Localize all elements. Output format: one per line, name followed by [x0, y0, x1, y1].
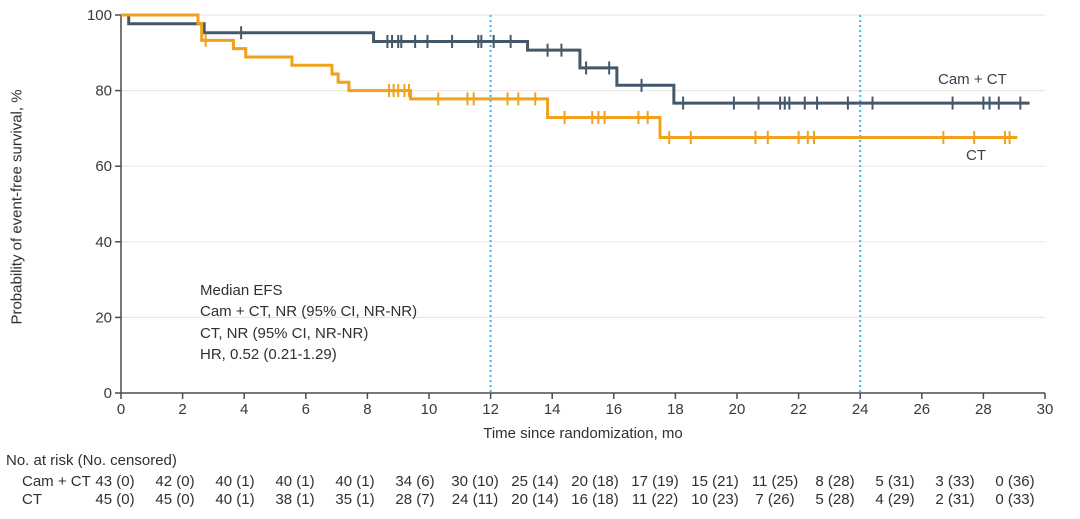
median-efs-annotation: Median EFS Cam + CT, NR (95% CI, NR-NR) CT…: [200, 280, 417, 365]
x-tick-label: 20: [729, 401, 746, 418]
risk-table-header: No. at risk (No. censored): [6, 452, 177, 469]
risk-cell: 5 (31): [875, 473, 915, 490]
y-tick-label: 0: [104, 385, 112, 402]
y-axis-title: Probability of event-free survival, %: [8, 89, 26, 325]
risk-cell: 34 (6): [395, 473, 435, 490]
risk-cell: 10 (23): [691, 491, 739, 508]
risk-cell: 16 (18): [571, 491, 619, 508]
risk-cell: 45 (0): [95, 491, 135, 508]
y-tick-label: 100: [87, 7, 112, 24]
risk-cell: 42 (0): [155, 473, 195, 490]
risk-cell: 40 (1): [215, 491, 255, 508]
x-tick-label: 24: [852, 401, 869, 418]
risk-cell: 2 (31): [935, 491, 975, 508]
risk-row-label: CT: [22, 491, 42, 508]
risk-cell: 15 (21): [691, 473, 739, 490]
y-tick-label: 60: [95, 158, 112, 175]
risk-cell: 4 (29): [875, 491, 915, 508]
x-tick-label: 4: [240, 401, 248, 418]
risk-cell: 40 (1): [335, 473, 375, 490]
risk-cell: 30 (10): [451, 473, 499, 490]
risk-cell: 38 (1): [275, 491, 315, 508]
x-tick-label: 8: [363, 401, 371, 418]
risk-cell: 8 (28): [815, 473, 855, 490]
risk-cell: 3 (33): [935, 473, 975, 490]
survival-curve-ct: [121, 13, 1018, 139]
annotation-line: HR, 0.52 (0.21-1.29): [200, 345, 337, 363]
y-tick-label: 40: [95, 234, 112, 251]
annotation-line: CT, NR (95% CI, NR-NR): [200, 324, 369, 342]
risk-row-cells: 45 (0) 45 (0) 40 (1) 38 (1) 35 (1) 28 (7) 24 (…: [85, 491, 1045, 508]
risk-cell: 40 (1): [275, 473, 315, 490]
risk-cell: 43 (0): [95, 473, 135, 490]
x-tick-label: 22: [790, 401, 807, 418]
risk-cell: 24 (11): [451, 491, 499, 508]
x-tick-label: 30: [1037, 401, 1054, 418]
survival-curve-cam-ct: [121, 13, 1030, 105]
series-label-ct: CT: [966, 147, 986, 164]
risk-row-cells: 43 (0) 42 (0) 40 (1) 40 (1) 40 (1) 34 (6) 30 (…: [85, 473, 1045, 490]
risk-cell: 5 (28): [815, 491, 855, 508]
x-tick-label: 2: [178, 401, 186, 418]
risk-cell: 11 (25): [751, 473, 799, 490]
x-tick-label: 16: [605, 401, 622, 418]
x-tick-label: 12: [482, 401, 499, 418]
x-tick-label: 26: [913, 401, 930, 418]
x-tick-label: 10: [421, 401, 438, 418]
risk-cell: 45 (0): [155, 491, 195, 508]
x-tick-label: 18: [667, 401, 684, 418]
annotation-line: Median EFS: [200, 282, 283, 299]
risk-cell: 0 (33): [995, 491, 1035, 508]
x-axis-title: Time since randomization, mo: [483, 425, 683, 442]
risk-cell: 28 (7): [395, 491, 435, 508]
x-tick-label: 14: [544, 401, 561, 418]
risk-row-label: Cam + CT: [22, 473, 91, 490]
x-tick-label: 28: [975, 401, 992, 418]
risk-row-cam-ct: Cam + CT 43 (0) 42 (0) 40 (1) 40 (1) 40 (1) 34…: [0, 473, 1080, 491]
risk-cell: 40 (1): [215, 473, 255, 490]
risk-cell: 35 (1): [335, 491, 375, 508]
risk-row-ct: CT 45 (0) 45 (0) 40 (1) 38 (1) 35 (1) 28 (7) 24…: [0, 491, 1080, 509]
risk-cell: 20 (14): [511, 491, 559, 508]
x-tick-label: 0: [117, 401, 125, 418]
series-label-cam-ct: Cam + CT: [938, 71, 1007, 88]
risk-cell: 0 (36): [995, 473, 1035, 490]
risk-cell: 25 (14): [511, 473, 559, 490]
risk-cell: 17 (19): [631, 473, 679, 490]
risk-cell: 11 (22): [631, 491, 679, 508]
y-tick-label: 20: [95, 309, 112, 326]
y-tick-label: 80: [95, 83, 112, 100]
risk-cell: 7 (26): [755, 491, 795, 508]
risk-cell: 20 (18): [571, 473, 619, 490]
x-tick-label: 6: [302, 401, 310, 418]
annotation-line: Cam + CT, NR (95% CI, NR-NR): [200, 303, 418, 321]
